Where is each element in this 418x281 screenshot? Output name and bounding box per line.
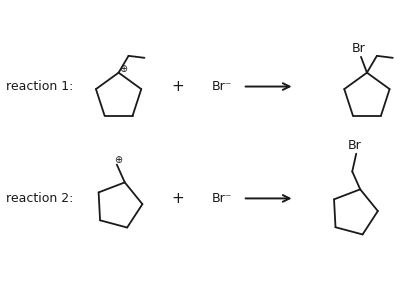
Text: reaction 1:: reaction 1: — [6, 80, 74, 93]
Text: Br⁻: Br⁻ — [212, 80, 232, 93]
Text: +: + — [172, 191, 185, 206]
Text: Br: Br — [352, 42, 366, 55]
Text: Br: Br — [347, 139, 361, 152]
Text: ⊕: ⊕ — [114, 155, 122, 165]
Text: ⊕: ⊕ — [120, 64, 127, 74]
Text: reaction 2:: reaction 2: — [6, 192, 74, 205]
Text: Br⁻: Br⁻ — [212, 192, 232, 205]
Text: +: + — [172, 79, 185, 94]
